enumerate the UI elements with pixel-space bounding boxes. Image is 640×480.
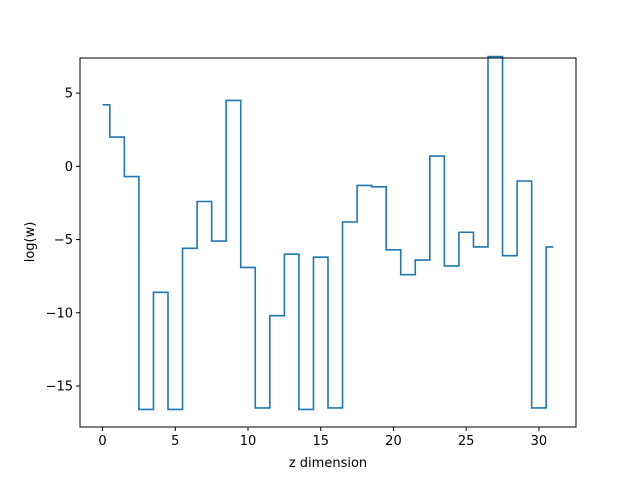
x-tick-label: 30 <box>531 434 548 449</box>
y-axis-label: log(w) <box>23 222 38 263</box>
x-tick-label: 10 <box>240 434 257 449</box>
y-tick-label: −5 <box>54 233 73 248</box>
x-axis-label: z dimension <box>289 456 367 471</box>
x-tick-label: 0 <box>98 434 106 449</box>
series-step-line <box>102 55 554 411</box>
y-tick-label: 5 <box>65 87 73 102</box>
y-tick-label: 0 <box>65 160 73 175</box>
y-tick-label: −15 <box>46 380 73 395</box>
x-tick-label: 15 <box>312 434 329 449</box>
x-tick-label: 25 <box>458 434 475 449</box>
axes-frame <box>79 57 577 428</box>
y-tick-label: −10 <box>46 306 73 321</box>
x-tick-label: 20 <box>385 434 402 449</box>
x-tick-label: 5 <box>171 434 179 449</box>
